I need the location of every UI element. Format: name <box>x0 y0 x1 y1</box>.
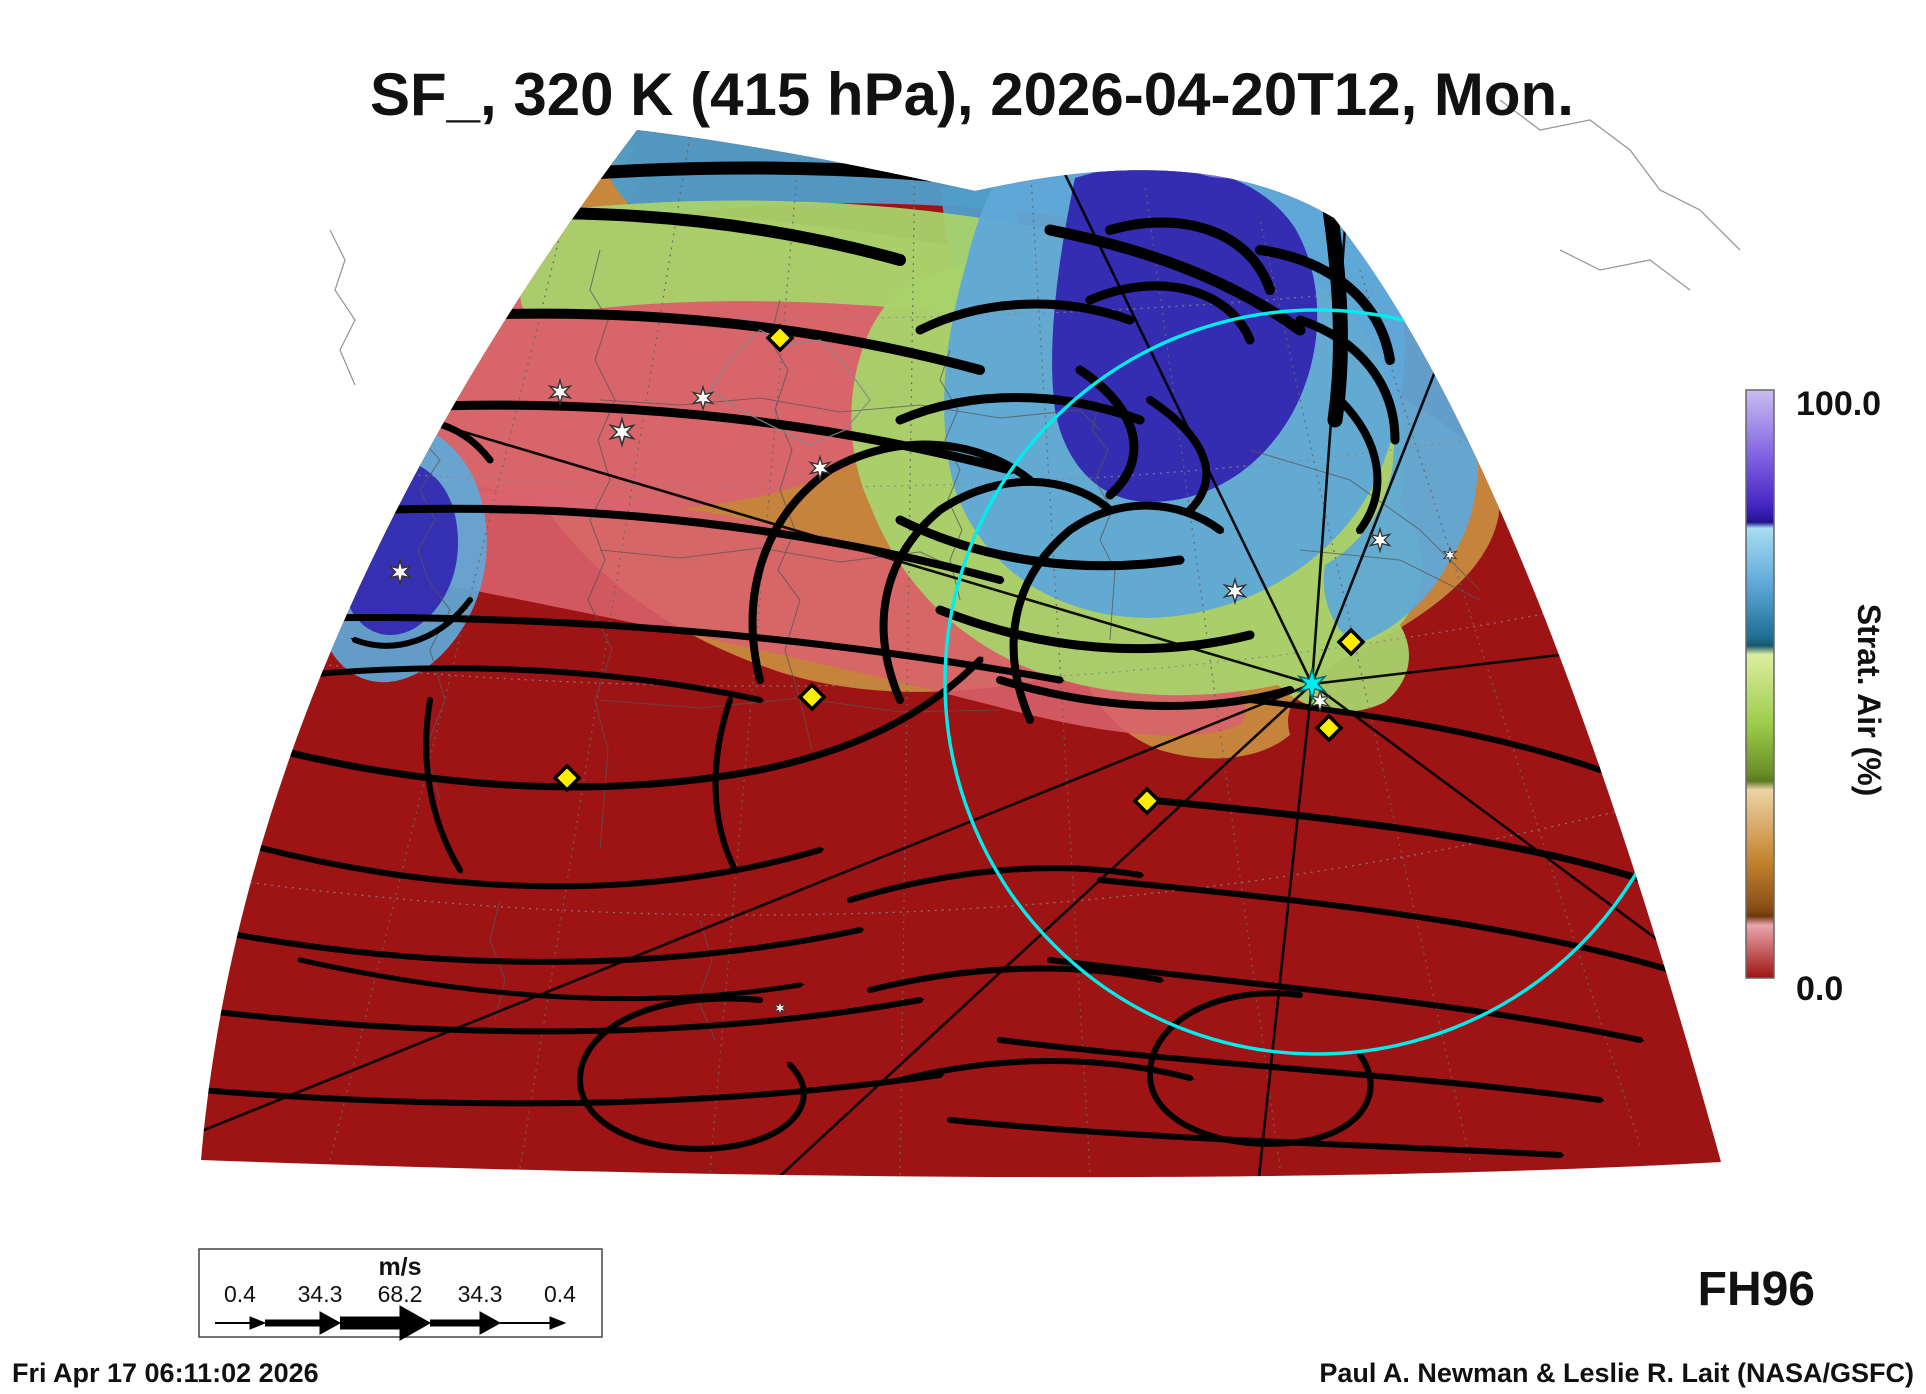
svg-text:FH96: FH96 <box>1698 1263 1815 1316</box>
svg-text:0.4: 0.4 <box>224 1281 256 1307</box>
svg-text:Fri Apr 17 06:11:02 2026: Fri Apr 17 06:11:02 2026 <box>12 1358 319 1388</box>
svg-text:SF_, 320 K (415 hPa), 2026-04-: SF_, 320 K (415 hPa), 2026-04-20T12, Mon… <box>370 61 1574 128</box>
svg-text:Strat. Air (%): Strat. Air (%) <box>1851 604 1887 797</box>
svg-text:0.4: 0.4 <box>544 1281 576 1307</box>
svg-text:m/s: m/s <box>378 1253 421 1281</box>
svg-text:68.2: 68.2 <box>378 1281 423 1307</box>
svg-text:34.3: 34.3 <box>458 1281 503 1307</box>
svg-text:34.3: 34.3 <box>298 1281 343 1307</box>
svg-text:100.0: 100.0 <box>1796 385 1881 423</box>
svg-text:0.0: 0.0 <box>1796 970 1843 1008</box>
svg-text:Paul A. Newman & Leslie R. Lai: Paul A. Newman & Leslie R. Lait (NASA/GS… <box>1319 1358 1914 1388</box>
